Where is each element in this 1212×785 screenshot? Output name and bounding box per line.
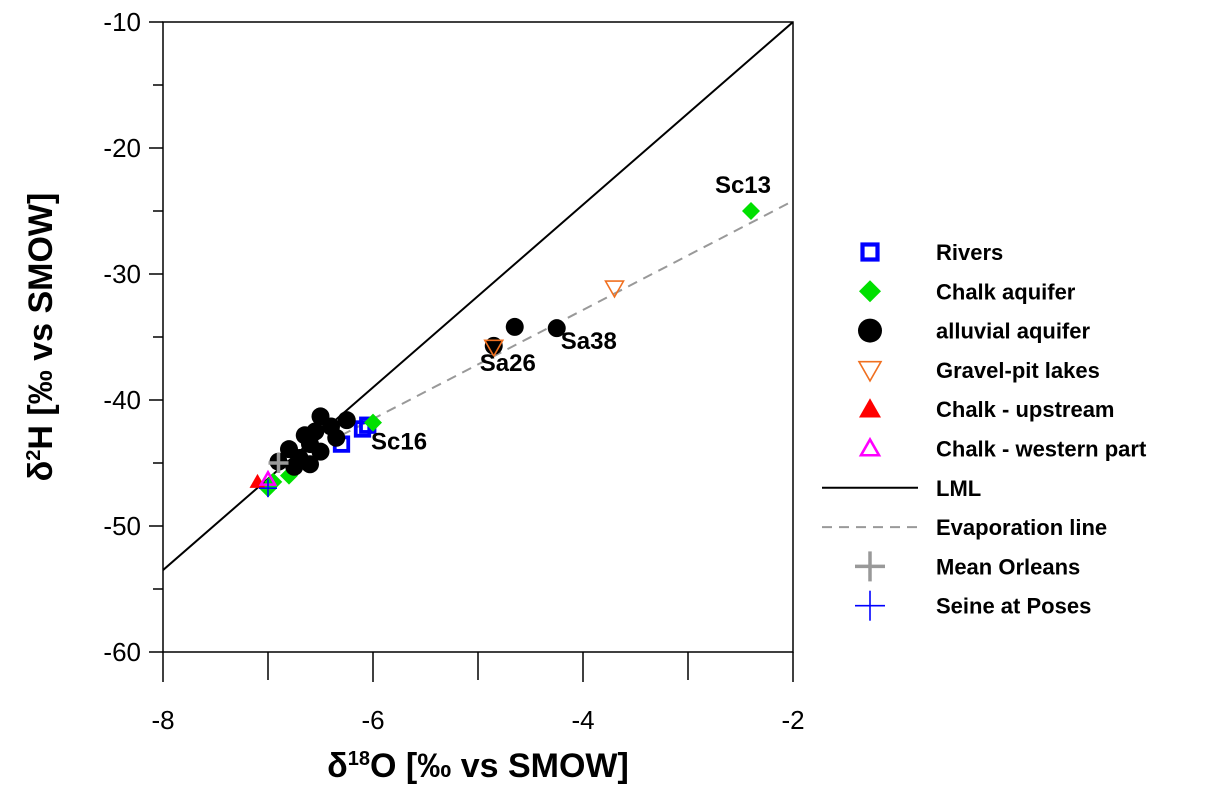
alluvial-aquifer-point [484, 336, 503, 355]
gravel-pit-lakes-series [483, 280, 625, 358]
legend-item-chalk-aquifer: Chalk aquifer [859, 279, 1076, 304]
legend-label-alluvial-aquifer: alluvial aquifer [936, 319, 1090, 344]
x-tick-label: -6 [361, 705, 384, 735]
legend-label-seine-at-poses: Seine at Poses [936, 594, 1091, 619]
alluvial-aquifer-point [505, 317, 524, 336]
legend-marker-rivers [860, 242, 880, 262]
alluvial-aquifer-point [327, 428, 346, 447]
x-tick-label: -2 [781, 705, 804, 735]
y-tick-label: -60 [103, 637, 141, 667]
mean-orleans-series [268, 453, 289, 473]
legend-label-evaporation-line: Evaporation line [936, 515, 1107, 540]
legend-label-chalk-aquifer: Chalk aquifer [936, 279, 1076, 304]
y-tick-label: -50 [103, 511, 141, 541]
alluvial-aquifer-point [311, 442, 330, 461]
legend-item-gravel-pit-lakes: Gravel-pit lakes [857, 358, 1100, 383]
legend-label-mean-orleans: Mean Orleans [936, 554, 1080, 579]
alluvial-aquifer-series [269, 317, 566, 476]
gravel-pit-lakes-point [483, 339, 505, 358]
legend-label-chalk-western-part: Chalk - western part [936, 437, 1147, 462]
plot-frame [162, 21, 794, 653]
seine-at-poses-point [259, 479, 277, 498]
legend-item-rivers: Rivers [860, 240, 1003, 265]
y-axis-title: δ2H [‰ vs SMOW] [22, 193, 60, 482]
axes: -60 -50 -40 -30 -20 -10 -8 -6 -4 -2 δ18O [‰ vs SMO… [22, 7, 805, 785]
gravel-pit-lakes-point [604, 280, 625, 299]
annotation-sc16: Sc16 [371, 429, 427, 456]
evaporation-line-line [341, 200, 793, 437]
alluvial-aquifer-point [285, 457, 304, 476]
chalk-aquifer-point [364, 413, 382, 432]
annotation-sc13: Sc13 [715, 172, 771, 199]
y-tick-label: -20 [103, 133, 141, 163]
legend-marker-seine-at-poses [855, 590, 885, 621]
legend-marker-chalk-upstream [859, 398, 881, 418]
data-points [249, 202, 760, 498]
legend-item-chalk-upstream: Chalk - upstream [859, 397, 1115, 422]
legend-item-alluvial-aquifer: alluvial aquifer [858, 318, 1090, 344]
legend-marker-chalk-western-part [858, 436, 882, 457]
seine-at-poses-series [259, 479, 277, 498]
alluvial-aquifer-point [301, 455, 319, 474]
x-axis-title: δ18O [‰ vs SMOW] [327, 747, 629, 785]
legend-item-mean-orleans: Mean Orleans [855, 551, 1080, 582]
point-annotations: Sc13 Sa38 Sa26 Sc16 [371, 172, 771, 456]
legend-label-rivers: Rivers [936, 240, 1003, 265]
x-tick-label: -4 [571, 705, 594, 735]
legend-item-lml: LML [822, 476, 981, 501]
legend-marker-alluvial-aquifer [858, 318, 882, 343]
chalk-aquifer-point [742, 202, 760, 220]
mean-orleans-point [268, 453, 289, 473]
y-tick-label: -10 [103, 7, 141, 37]
legend-label-gravel-pit-lakes: Gravel-pit lakes [936, 358, 1100, 383]
annotation-sa38: Sa38 [561, 328, 617, 355]
legend-marker-gravel-pit-lakes [857, 360, 883, 383]
legend-marker-mean-orleans [855, 551, 885, 582]
x-tick-label: -8 [151, 705, 174, 735]
alluvial-aquifer-point [337, 411, 356, 430]
legend-label-lml: LML [936, 476, 981, 501]
y-tick-label: -40 [103, 385, 141, 415]
legend-label-chalk-upstream: Chalk - upstream [936, 397, 1115, 422]
annotation-sa26: Sa26 [480, 350, 536, 377]
legend-marker-chalk-aquifer [859, 280, 881, 303]
plot-area [162, 21, 794, 653]
legend-item-evaporation-line: Evaporation line [822, 515, 1107, 540]
legend: Rivers Chalk aquifer alluvial aquifer Grave… [822, 240, 1147, 621]
y-tick-label: -30 [103, 259, 141, 289]
legend-item-chalk-western-part: Chalk - western part [858, 436, 1147, 462]
alluvial-aquifer-point [547, 319, 566, 338]
legend-item-seine-at-poses: Seine at Poses [855, 590, 1091, 621]
